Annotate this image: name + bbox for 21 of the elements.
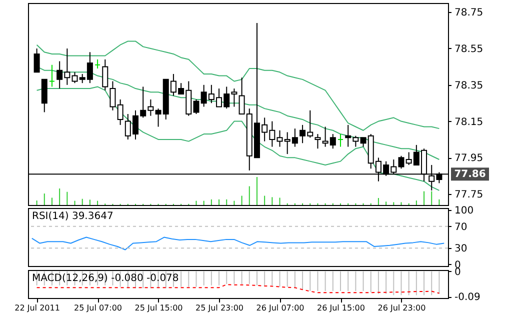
y-tick-label: 30 (454, 244, 468, 255)
chart-title: RSI(14) 39.3647 (32, 211, 114, 222)
y-tick-label: -0.09 (454, 292, 480, 304)
y-tick-label: 77.95 (454, 153, 484, 164)
y-tick-label: 78.75 (454, 8, 484, 19)
x-tick-label: 25 Jul 23:00 (196, 304, 244, 312)
y-tick-label: 70 (454, 222, 468, 233)
x-tick-label: 26 Jul 07:00 (256, 304, 304, 312)
x-tick-label: 25 Jul 07:00 (74, 304, 122, 312)
y-tick-label: 78.15 (454, 116, 484, 128)
y-tick-label: 78.35 (454, 80, 484, 92)
y-tick-label: 77.75 (454, 190, 484, 201)
y-tick-label: 78.55 (454, 44, 484, 55)
y-tick-label: 100 (454, 206, 474, 217)
x-tick-label: 26 Jul 23:00 (378, 304, 426, 312)
ref-line-label: 77.86 (454, 169, 486, 180)
y-tick-label: 0 (454, 266, 461, 278)
chart-title: MACD(12,26,9) -0.080 -0.078 (32, 273, 179, 284)
x-tick-label: 22 Jul 2011 (14, 304, 60, 312)
x-tick-label: 25 Jul 15:00 (134, 304, 183, 312)
x-tick-label: 26 Jul 15:00 (317, 304, 365, 312)
